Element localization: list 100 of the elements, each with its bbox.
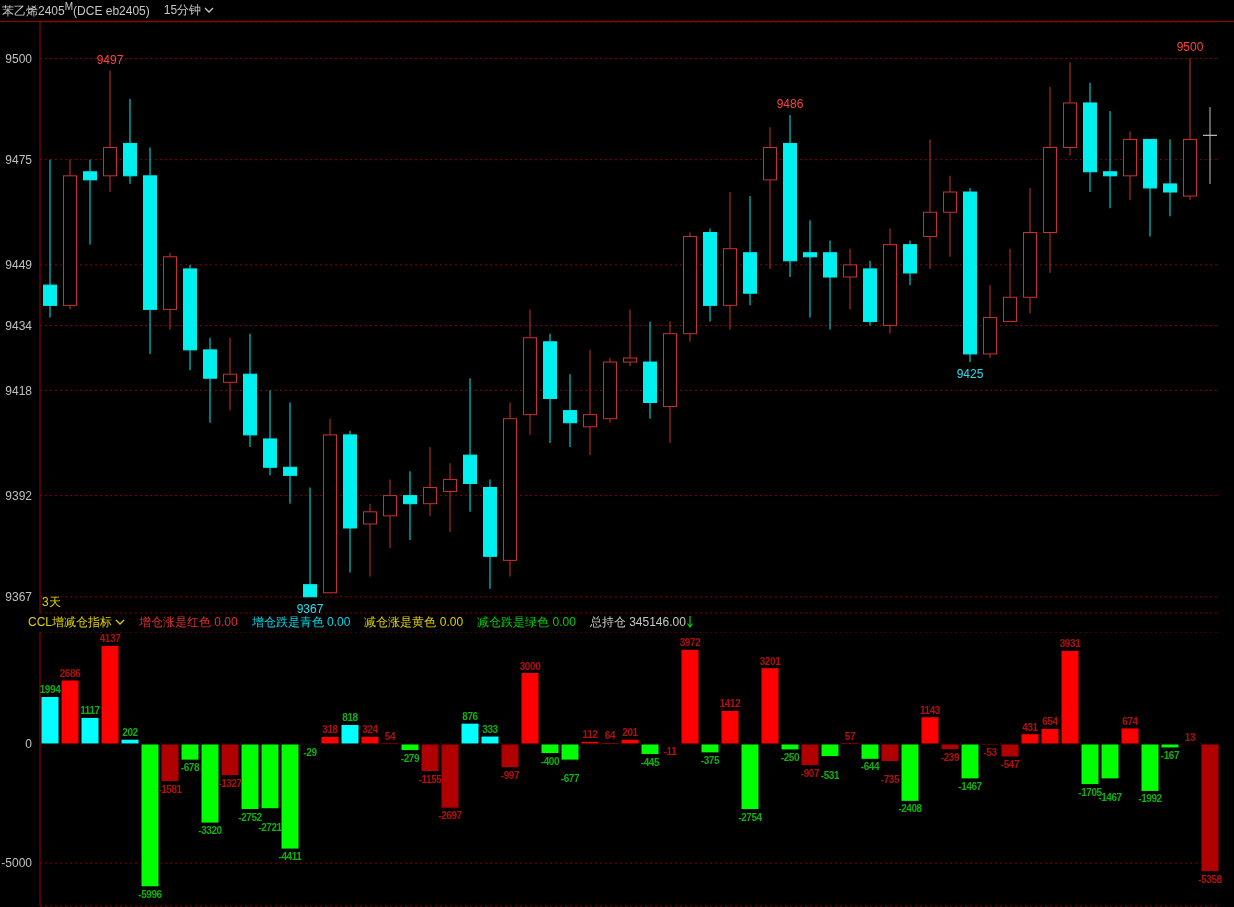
candlestick: [823, 240, 837, 331]
y-tick-label: -5000: [1, 856, 33, 871]
candlestick: [183, 264, 197, 371]
text: 增仓跌是青色 0.00: [251, 613, 351, 631]
candlestick: [983, 284, 997, 359]
candlestick: [363, 503, 377, 578]
candlestick: [1063, 61, 1077, 157]
candlestick: [83, 159, 97, 246]
candlestick: [1163, 138, 1177, 217]
candlestick: [223, 337, 237, 412]
annotation: 9486: [776, 97, 804, 112]
data-label: 202: [122, 727, 139, 739]
data-label: 318: [322, 724, 339, 736]
data-label: 3000: [519, 660, 542, 672]
candlestick: [103, 70, 117, 193]
annotation: 9500: [1176, 40, 1204, 55]
data-label: 1143: [919, 704, 941, 716]
y-tick-label: 9500: [5, 51, 33, 66]
data-label: 4137: [99, 633, 122, 645]
data-label: -1992: [1138, 793, 1163, 805]
data-label: -531: [820, 769, 841, 781]
candlestick: [483, 478, 497, 590]
data-label: 57: [844, 730, 856, 742]
data-label: 13: [1184, 731, 1196, 743]
data-label: -11: [663, 746, 678, 758]
y-tick-label: 9392: [5, 488, 33, 503]
candlestick: [723, 191, 737, 331]
candlestick: [1183, 57, 1197, 201]
candlestick: [763, 126, 777, 270]
data-label: -997: [500, 769, 521, 781]
candlestick: [243, 333, 257, 448]
data-label: -250: [780, 751, 801, 763]
candlestick: [943, 175, 957, 258]
annotation: 9425: [956, 367, 984, 382]
text: 减仓跌是绿色 0.00: [477, 613, 576, 631]
candlestick: [403, 470, 417, 541]
data-label: 324: [362, 724, 379, 736]
candlestick: [163, 252, 177, 331]
candlestick: [463, 377, 477, 513]
candlestick: [123, 98, 137, 185]
data-label: -375: [700, 754, 721, 766]
candlestick: [963, 187, 977, 363]
candlestick: [803, 219, 817, 318]
candlestick: [843, 248, 857, 310]
data-label: -1155: [418, 773, 443, 785]
candlestick: [663, 321, 677, 444]
data-label: 431: [1022, 721, 1039, 733]
candlestick: [603, 357, 617, 424]
data-label: -2752: [238, 811, 263, 823]
data-label: 876: [462, 711, 479, 723]
candlestick: [1103, 110, 1117, 209]
data-label: 3931: [1059, 638, 1082, 650]
candlestick: [43, 159, 57, 318]
candlestick: [263, 389, 277, 476]
data-label: 1994: [39, 684, 62, 696]
candlestick: [143, 146, 157, 355]
data-label: 1412: [719, 698, 742, 710]
candlestick: [63, 159, 77, 310]
candlestick: [903, 240, 917, 286]
data-label: 3972: [679, 637, 702, 649]
annotation: 9497: [96, 52, 124, 67]
y-tick-label: 0: [25, 737, 33, 752]
candlestick: [203, 337, 217, 424]
candlestick: [1043, 86, 1057, 274]
chart-title: CCL增减仓指标: [28, 613, 113, 631]
data-label: 1117: [80, 705, 101, 717]
candlestick: [923, 138, 937, 270]
chart-title: 苯乙烯2405$^{M}$(DCE eb2405): [2, 1, 150, 20]
data-label: -445: [640, 756, 661, 768]
candlestick: [583, 349, 597, 456]
data-label: 3201: [759, 655, 782, 667]
data-label: -547: [1000, 759, 1021, 771]
candlestick: [883, 227, 897, 335]
text: 增仓涨是红色 0.00: [139, 613, 238, 631]
y-tick-label: 9475: [5, 152, 33, 167]
text: 减仓涨是黄色 0.00: [364, 613, 464, 631]
candlestick: [683, 231, 697, 343]
annotation: 3天: [42, 594, 61, 611]
data-label: -400: [540, 755, 561, 767]
candlestick: [1083, 82, 1097, 193]
y-tick-label: 9449: [5, 258, 33, 273]
data-label: 333: [482, 724, 499, 736]
data-label: -239: [940, 751, 961, 763]
data-label: -3320: [198, 825, 223, 837]
candlestick: [523, 308, 537, 436]
data-label: 201: [622, 727, 639, 739]
candlestick: [543, 333, 557, 444]
data-label: -5996: [138, 888, 163, 900]
candlestick: [503, 402, 517, 578]
data-label: 54: [384, 730, 396, 742]
y-tick-label: 9367: [5, 590, 33, 605]
candlestick: [283, 402, 297, 505]
candlestick: [863, 260, 877, 327]
candlestick: [383, 478, 397, 549]
candlestick: [443, 462, 457, 533]
data-label: 64: [604, 730, 616, 742]
data-label: 818: [342, 712, 359, 724]
candlestick: [343, 430, 357, 574]
candlestick: [423, 446, 437, 517]
data-label: -2697: [438, 810, 463, 822]
